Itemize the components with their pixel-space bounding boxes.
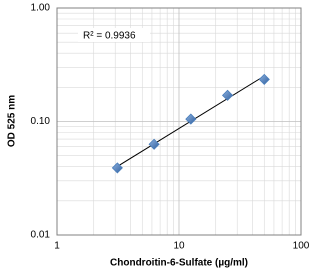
annotation: R² = 0.9936 bbox=[83, 31, 136, 42]
x-axis-label: Chondroitin-6-Sulfate (µg/ml) bbox=[110, 258, 248, 269]
y-tick-label: 1.00 bbox=[31, 3, 51, 14]
x-tick-label: 1 bbox=[54, 241, 60, 252]
data-point bbox=[185, 113, 197, 125]
x-tick-label: 10 bbox=[173, 241, 185, 252]
data-point bbox=[148, 138, 160, 150]
data-point bbox=[258, 73, 270, 85]
y-tick-label: 0.10 bbox=[31, 116, 51, 127]
annotation-box bbox=[78, 28, 150, 42]
y-axis-label: OD 525 nm bbox=[7, 95, 18, 147]
data-point bbox=[221, 89, 234, 101]
y-tick-label: 0.01 bbox=[31, 230, 51, 241]
plot-frame bbox=[56, 7, 302, 236]
data-point bbox=[111, 162, 123, 174]
x-tick-label: 100 bbox=[293, 241, 310, 252]
